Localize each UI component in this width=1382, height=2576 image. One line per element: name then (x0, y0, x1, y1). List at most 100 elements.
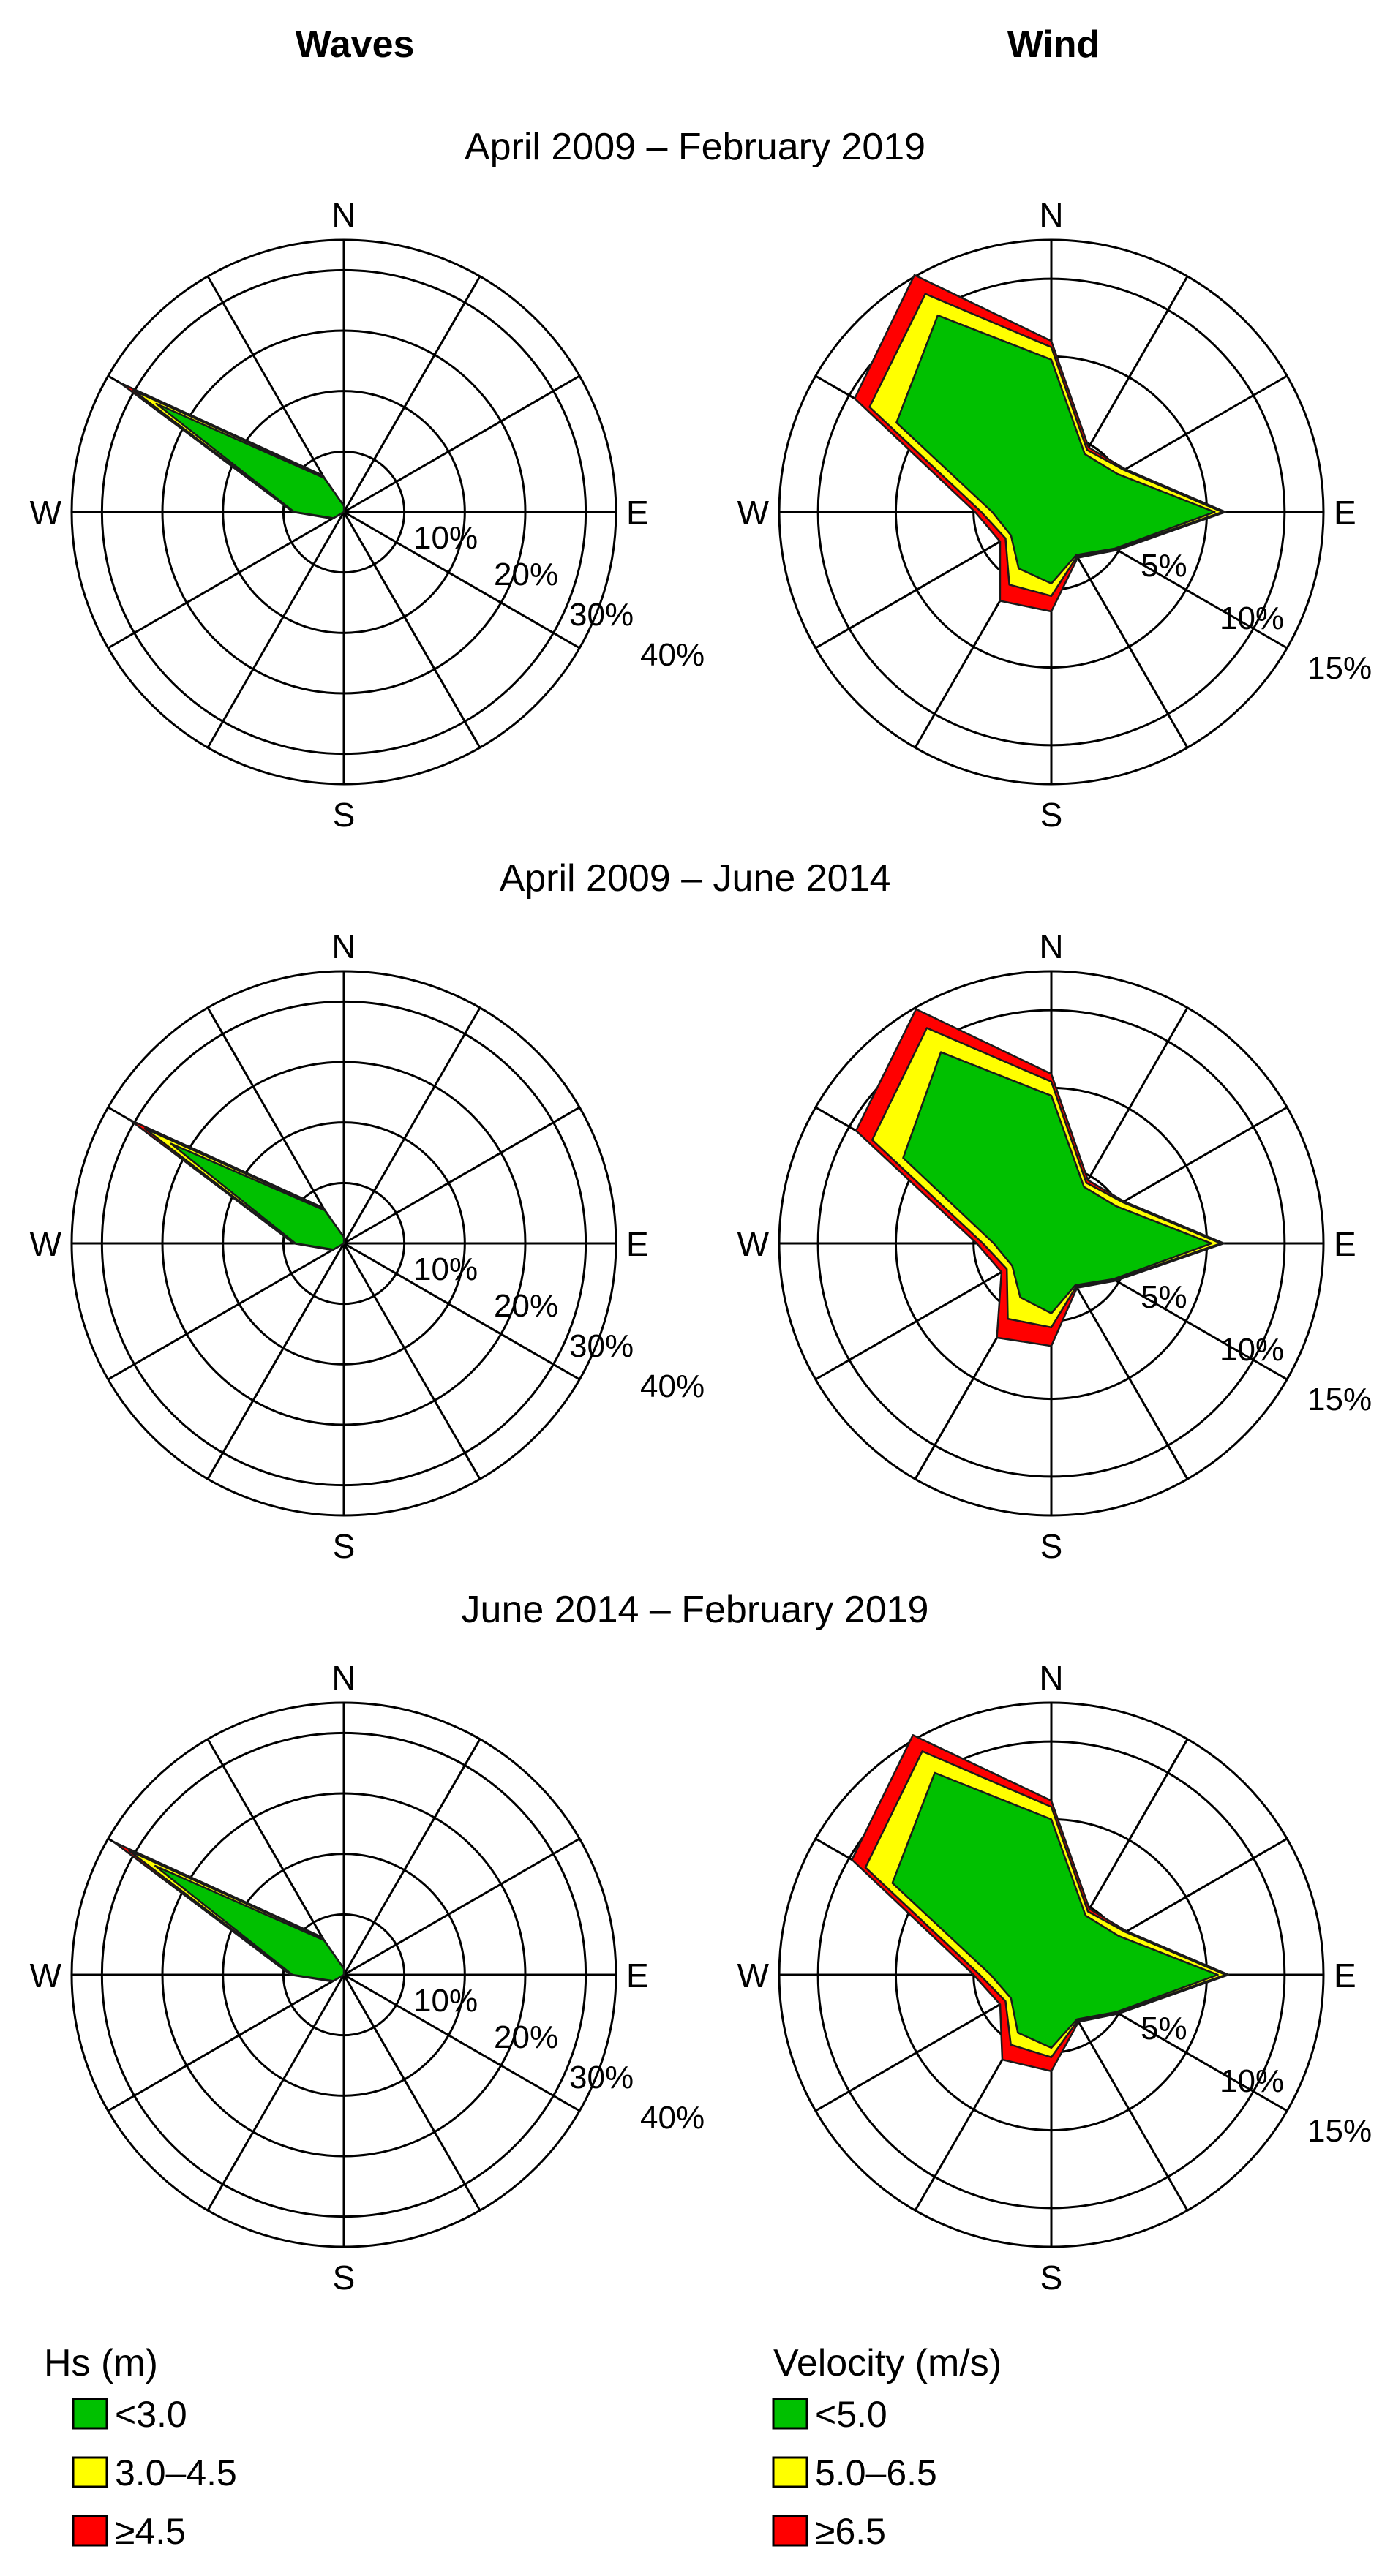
wind-legend-title: Velocity (m/s) (773, 2342, 1002, 2384)
wind-legend-swatch-1 (772, 2398, 808, 2430)
compass-south-label: S (333, 2259, 356, 2297)
ring-label: 10% (413, 1251, 478, 1287)
spoke-line (206, 1974, 345, 2211)
spoke-line (342, 1007, 481, 1244)
spoke-line (206, 1739, 345, 1976)
wind-legend-swatch-2 (772, 2456, 808, 2488)
spoke-line (342, 1739, 481, 1976)
spoke-line (343, 1106, 580, 1245)
compass-east-label: E (1334, 494, 1356, 532)
ring-label: 30% (569, 597, 634, 633)
ring-label: 30% (569, 2060, 634, 2095)
waves-legend-label-2: 3.0–4.5 (115, 2452, 237, 2493)
compass-north-label: N (331, 1659, 356, 1697)
spoke-line (108, 511, 345, 649)
ring-label: 10% (413, 1983, 478, 2019)
ring-label: 10% (1220, 2063, 1284, 2099)
waves-legend-label-3: ≥4.5 (115, 2511, 186, 2552)
compass-east-label: E (626, 494, 649, 532)
rose-area-1 (891, 1771, 1219, 2049)
ring-label: 20% (494, 1288, 558, 1324)
spoke-line (206, 1007, 345, 1244)
windrose-charts: 10%20%30%40%NSEW5%10%15%NSEW10%20%30%40%… (30, 196, 1372, 2297)
wind-legend-label-1: <5.0 (815, 2394, 887, 2435)
compass-west-label: W (30, 1225, 62, 1263)
ring-label: 30% (569, 1328, 634, 1364)
waves-legend: Hs (m) <3.0 3.0–4.5 ≥4.5 (44, 2342, 237, 2552)
wind-legend-label-3: ≥6.5 (815, 2511, 886, 2552)
spoke-line (343, 1242, 580, 1381)
compass-south-label: S (333, 796, 356, 834)
spoke-line (343, 1837, 580, 1976)
rose-area-1 (170, 1142, 345, 1251)
waves-legend-swatch-3 (72, 2515, 108, 2547)
windrose-wind-6: 5% 10% 15% N S E W (737, 1659, 1372, 2297)
wind-legend-label-2: 5.0–6.5 (815, 2452, 937, 2493)
waves-legend-swatch-2 (72, 2456, 108, 2488)
spoke-line (343, 1973, 580, 2112)
rose-area-1 (902, 1051, 1213, 1314)
ring-label: 5% (1141, 2011, 1187, 2046)
waves-legend-title: Hs (m) (44, 2342, 158, 2384)
compass-east-label: E (1334, 1957, 1356, 1995)
compass-west-label: W (737, 494, 770, 532)
ring-label: 40% (640, 1368, 705, 1404)
windrose-waves-1: 10% 20% 30%40% N S E W (30, 196, 705, 834)
rose-area-1 (895, 314, 1216, 585)
windrose-wind-4: 5% 10% 15% N S E W (737, 927, 1372, 1565)
ring-label: 40% (640, 2100, 705, 2136)
compass-south-label: S (1040, 796, 1063, 834)
spoke-line (343, 511, 580, 649)
ring-label: 5% (1141, 1279, 1187, 1315)
waves-legend-label-1: <3.0 (115, 2394, 187, 2435)
spoke-line (206, 276, 345, 513)
ring-label: 10% (413, 520, 478, 556)
compass-north-label: N (1039, 196, 1063, 234)
compass-north-label: N (1039, 927, 1063, 965)
ring-label: 15% (1307, 2113, 1372, 2149)
waves-column-header: Waves (296, 23, 415, 66)
spoke-line (343, 374, 580, 513)
ring-label: 40% (640, 637, 705, 673)
rose-area-1 (155, 402, 345, 519)
compass-north-label: N (1039, 1659, 1063, 1697)
compass-west-label: W (737, 1225, 770, 1263)
compass-west-label: W (30, 494, 62, 532)
period-title-1: April 2009 – February 2019 (465, 126, 925, 168)
windrose-waves-5: 10% 20% 30%40% N S E W (30, 1659, 705, 2297)
compass-west-label: W (30, 1957, 62, 1995)
windrose-waves-3: 10% 20% 30%40% N S E W (30, 927, 705, 1565)
compass-east-label: E (626, 1957, 649, 1995)
wind-column-header: Wind (1007, 23, 1100, 66)
ring-label: 15% (1307, 1382, 1372, 1417)
spoke-line (108, 1973, 345, 2112)
spoke-line (342, 1243, 481, 1480)
wind-legend-swatch-3 (772, 2515, 808, 2547)
waves-legend-swatch-1 (72, 2398, 108, 2430)
compass-south-label: S (333, 1527, 356, 1565)
compass-north-label: N (331, 927, 356, 965)
compass-west-label: W (737, 1957, 770, 1995)
spoke-line (108, 1242, 345, 1381)
spoke-line (206, 1243, 345, 1480)
compass-east-label: E (626, 1225, 649, 1263)
period-title-3: June 2014 – February 2019 (462, 1589, 929, 1631)
ring-label: 20% (494, 557, 558, 592)
wind-legend: Velocity (m/s) <5.0 5.0–6.5 ≥6.5 (772, 2342, 1002, 2552)
compass-north-label: N (331, 196, 356, 234)
windrose-wind-2: 5% 10% 15% N S E W (737, 196, 1372, 834)
ring-label: 5% (1141, 548, 1187, 584)
spoke-line (342, 511, 481, 748)
compass-south-label: S (1040, 2259, 1063, 2297)
spoke-line (342, 1974, 481, 2211)
period-title-2: April 2009 – June 2014 (500, 857, 891, 900)
ring-label: 15% (1307, 650, 1372, 686)
spoke-line (342, 276, 481, 513)
spoke-line (206, 511, 345, 748)
rose-area-1 (154, 1864, 345, 1982)
compass-east-label: E (1334, 1225, 1356, 1263)
ring-label: 20% (494, 2019, 558, 2055)
compass-south-label: S (1040, 1527, 1063, 1565)
ring-label: 10% (1220, 600, 1284, 636)
